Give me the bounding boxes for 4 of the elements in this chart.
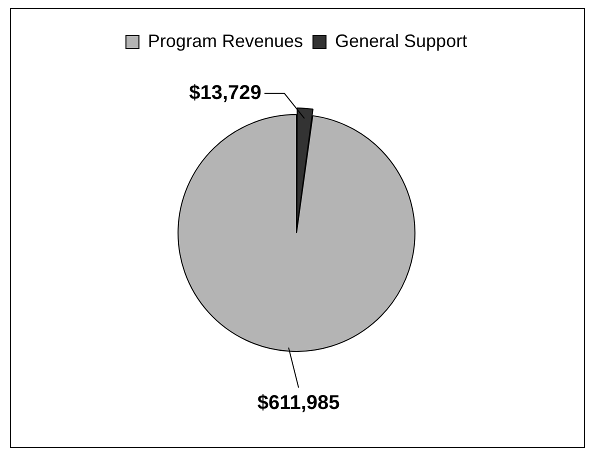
legend-label: Program Revenues — [148, 30, 303, 51]
legend-label: General Support — [334, 30, 468, 51]
data-label: $611,985 — [257, 392, 340, 414]
data-label: $13,729 — [189, 82, 262, 104]
